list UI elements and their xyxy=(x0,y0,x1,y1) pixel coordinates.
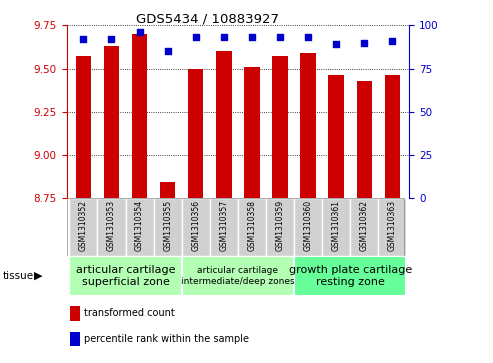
Point xyxy=(388,38,396,44)
Bar xyxy=(266,198,294,256)
Bar xyxy=(238,198,266,256)
Bar xyxy=(385,76,400,198)
Text: tissue: tissue xyxy=(2,271,34,281)
Point xyxy=(332,41,340,47)
Bar xyxy=(300,53,316,198)
Point xyxy=(220,34,228,40)
Text: GSM1310360: GSM1310360 xyxy=(304,200,313,251)
Text: GSM1310353: GSM1310353 xyxy=(107,200,116,251)
Bar xyxy=(294,198,322,256)
Point xyxy=(248,34,256,40)
Bar xyxy=(76,56,91,198)
Text: articular cartilage
superficial zone: articular cartilage superficial zone xyxy=(76,265,176,287)
Point xyxy=(192,34,200,40)
Bar xyxy=(126,198,154,256)
Text: GSM1310355: GSM1310355 xyxy=(163,200,172,251)
Text: GSM1310358: GSM1310358 xyxy=(247,200,256,250)
Bar xyxy=(70,306,79,321)
Text: GSM1310352: GSM1310352 xyxy=(79,200,88,250)
Bar xyxy=(70,198,98,256)
Bar xyxy=(294,256,406,296)
Bar xyxy=(70,332,79,346)
Text: transformed count: transformed count xyxy=(84,309,175,318)
Text: GSM1310354: GSM1310354 xyxy=(135,200,144,251)
Text: articular cartilage
intermediate/deep zones: articular cartilage intermediate/deep zo… xyxy=(181,266,295,286)
Bar xyxy=(216,51,232,198)
Text: GDS5434 / 10883927: GDS5434 / 10883927 xyxy=(136,13,279,26)
Bar xyxy=(154,198,182,256)
Bar xyxy=(104,46,119,198)
Bar xyxy=(328,76,344,198)
Bar xyxy=(210,198,238,256)
Point xyxy=(107,36,115,42)
Text: GSM1310361: GSM1310361 xyxy=(332,200,341,250)
Bar xyxy=(244,67,260,198)
Point xyxy=(136,29,143,35)
Bar xyxy=(182,198,210,256)
Text: GSM1310356: GSM1310356 xyxy=(191,200,200,251)
Point xyxy=(304,34,312,40)
Bar xyxy=(188,69,204,198)
Bar xyxy=(182,256,294,296)
Text: GSM1310359: GSM1310359 xyxy=(276,200,284,251)
Bar xyxy=(98,198,126,256)
Bar xyxy=(378,198,406,256)
Bar xyxy=(350,198,378,256)
Text: GSM1310357: GSM1310357 xyxy=(219,200,228,251)
Point xyxy=(164,48,172,54)
Bar xyxy=(132,34,147,198)
Text: ▶: ▶ xyxy=(34,271,42,281)
Text: GSM1310363: GSM1310363 xyxy=(388,200,397,251)
Bar xyxy=(322,198,350,256)
Bar xyxy=(160,182,176,198)
Text: GSM1310362: GSM1310362 xyxy=(360,200,369,250)
Point xyxy=(360,40,368,46)
Point xyxy=(276,34,284,40)
Bar xyxy=(272,56,288,198)
Point xyxy=(79,36,87,42)
Text: growth plate cartilage
resting zone: growth plate cartilage resting zone xyxy=(288,265,412,287)
Text: percentile rank within the sample: percentile rank within the sample xyxy=(84,334,249,344)
Bar xyxy=(70,256,182,296)
Bar xyxy=(356,81,372,198)
